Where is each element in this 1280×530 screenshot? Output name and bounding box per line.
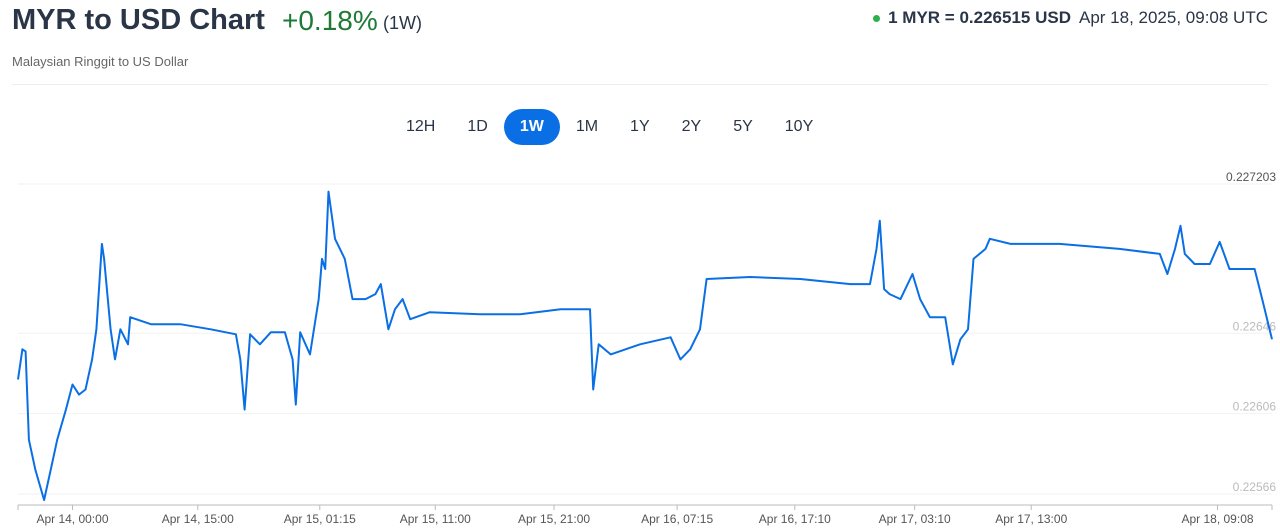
y-tick-label: 0.22566 (1233, 480, 1277, 494)
y-tick-label: 0.22606 (1233, 400, 1277, 414)
y-tick-label: 0.227203 (1226, 170, 1276, 184)
x-tick-label: Apr 16, 07:15 (641, 512, 713, 526)
x-tick-label: Apr 15, 01:15 (284, 512, 356, 526)
tab-1w[interactable]: 1W (503, 109, 560, 145)
subtitle: Malaysian Ringgit to US Dollar (12, 54, 189, 69)
x-tick-label: Apr 18, 09:08 (1181, 512, 1253, 526)
period-label: (1W) (383, 13, 422, 33)
tab-5y[interactable]: 5Y (733, 118, 753, 135)
tab-10y[interactable]: 10Y (784, 118, 814, 135)
percent-change: +0.18% (282, 5, 378, 36)
live-status-dot-icon (873, 14, 881, 22)
rate-timestamp: Apr 18, 2025, 09:08 UTC (1078, 8, 1268, 27)
rate-value: 1 MYR = 0.226515 USD (888, 8, 1071, 27)
range-tabs: 12H 1D 1W 1M 1Y 2Y 5Y 10Y (390, 109, 829, 145)
x-tick-label: Apr 14, 15:00 (162, 512, 234, 526)
x-tick-label: Apr 17, 13:00 (995, 512, 1067, 526)
x-tick-label: Apr 17, 03:10 (879, 512, 951, 526)
divider (12, 84, 1268, 85)
x-tick-label: Apr 16, 17:10 (759, 512, 831, 526)
tab-12h[interactable]: 12H (406, 118, 436, 135)
y-tick-label: 0.22646 (1233, 319, 1277, 333)
tab-1y[interactable]: 1Y (630, 118, 650, 135)
page-title: MYR to USD Chart (12, 4, 265, 36)
x-tick-label: Apr 15, 21:00 (518, 512, 590, 526)
x-tick-label: Apr 14, 00:00 (36, 512, 108, 526)
tab-2y[interactable]: 2Y (681, 118, 702, 135)
current-rate: 1 MYR = 0.226515 USD Apr 18, 2025, 09:08… (873, 8, 1268, 28)
tab-1d[interactable]: 1D (467, 118, 488, 135)
x-tick-label: Apr 15, 11:00 (400, 512, 471, 526)
rate-series-line (17, 190, 1273, 501)
tab-1m[interactable]: 1M (575, 118, 599, 135)
